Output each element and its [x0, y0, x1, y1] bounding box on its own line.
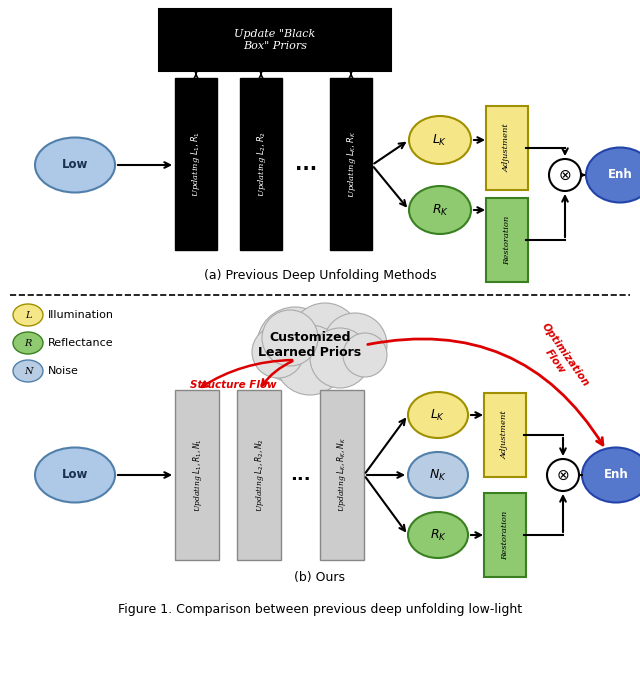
Ellipse shape	[408, 392, 468, 438]
FancyBboxPatch shape	[486, 106, 528, 190]
FancyBboxPatch shape	[484, 393, 526, 477]
Text: $R_K$: $R_K$	[429, 527, 447, 543]
Circle shape	[549, 159, 581, 191]
Circle shape	[252, 326, 304, 378]
Ellipse shape	[13, 360, 43, 382]
FancyBboxPatch shape	[484, 493, 526, 577]
FancyBboxPatch shape	[175, 78, 217, 250]
Text: Illumination: Illumination	[48, 310, 114, 320]
Text: Figure 1. Comparison between previous deep unfolding low-light: Figure 1. Comparison between previous de…	[118, 603, 522, 616]
Ellipse shape	[35, 448, 115, 502]
FancyBboxPatch shape	[320, 390, 364, 560]
Text: Low: Low	[62, 468, 88, 481]
FancyBboxPatch shape	[159, 9, 391, 71]
Circle shape	[547, 459, 579, 491]
FancyBboxPatch shape	[486, 198, 528, 282]
Circle shape	[275, 325, 345, 395]
Text: $L_K$: $L_K$	[430, 408, 445, 423]
Text: Restoration: Restoration	[503, 215, 511, 265]
Text: Updating $L_K, R_K$: Updating $L_K, R_K$	[344, 130, 358, 198]
Circle shape	[262, 310, 318, 366]
Text: Adjustment: Adjustment	[501, 410, 509, 460]
Circle shape	[323, 313, 387, 377]
Text: Customized
Learned Priors: Customized Learned Priors	[259, 331, 362, 359]
Circle shape	[343, 333, 387, 377]
Text: Restoration: Restoration	[501, 510, 509, 560]
Text: Updating $L_2, R_2, N_2$: Updating $L_2, R_2, N_2$	[253, 438, 266, 512]
FancyBboxPatch shape	[240, 78, 282, 250]
Text: $R_K$: $R_K$	[431, 202, 449, 217]
Text: Enh: Enh	[607, 169, 632, 182]
Ellipse shape	[586, 148, 640, 202]
Text: Noise: Noise	[48, 366, 79, 376]
FancyBboxPatch shape	[330, 78, 372, 250]
FancyBboxPatch shape	[175, 390, 219, 560]
Circle shape	[290, 303, 360, 373]
Text: R: R	[24, 338, 32, 348]
Text: L: L	[25, 310, 31, 319]
Text: Optimization
Flow: Optimization Flow	[530, 321, 590, 395]
Ellipse shape	[408, 452, 468, 498]
Ellipse shape	[35, 138, 115, 192]
Ellipse shape	[13, 332, 43, 354]
Text: (a) Previous Deep Unfolding Methods: (a) Previous Deep Unfolding Methods	[204, 269, 436, 281]
Circle shape	[257, 307, 333, 383]
Text: $L_K$: $L_K$	[433, 132, 447, 148]
Text: ...: ...	[290, 466, 311, 484]
Ellipse shape	[409, 116, 471, 164]
Text: Enh: Enh	[604, 468, 628, 481]
Text: (b) Ours: (b) Ours	[294, 572, 346, 585]
Ellipse shape	[13, 304, 43, 326]
Ellipse shape	[409, 186, 471, 234]
Text: Low: Low	[62, 159, 88, 171]
Text: Updating $L_1, R_1$: Updating $L_1, R_1$	[189, 131, 202, 197]
Ellipse shape	[582, 448, 640, 502]
Text: ...: ...	[295, 155, 317, 173]
Text: Structure Flow: Structure Flow	[190, 380, 276, 390]
Text: Updating $L_1, R_1, N_1$: Updating $L_1, R_1, N_1$	[191, 438, 204, 512]
Text: Updating $L_K, R_K, N_K$: Updating $L_K, R_K, N_K$	[335, 437, 349, 512]
Text: $N_K$: $N_K$	[429, 468, 447, 483]
Ellipse shape	[408, 512, 468, 558]
Text: Adjustment: Adjustment	[503, 124, 511, 172]
Circle shape	[310, 328, 370, 388]
Text: Updating $L_2, R_2$: Updating $L_2, R_2$	[255, 131, 268, 197]
Text: $\otimes$: $\otimes$	[556, 468, 570, 483]
FancyBboxPatch shape	[237, 390, 281, 560]
Text: $\otimes$: $\otimes$	[558, 167, 572, 182]
Text: Update "Black
Box" Priors: Update "Black Box" Priors	[234, 29, 316, 51]
Text: N: N	[24, 367, 32, 375]
Text: Reflectance: Reflectance	[48, 338, 114, 348]
